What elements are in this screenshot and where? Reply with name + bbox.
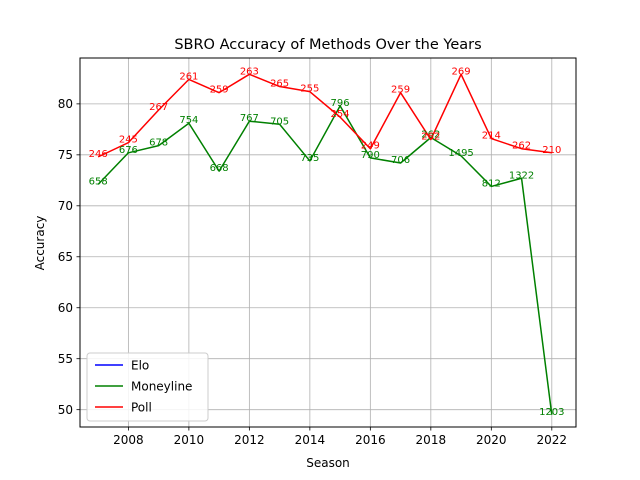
x-tick-label: 2010 [174,433,205,447]
moneyline-data-label: 706 [391,155,410,166]
moneyline-data-label: 796 [331,98,350,109]
y-tick-label: 70 [58,199,73,213]
poll-data-label: 214 [482,131,501,142]
y-tick-label: 60 [58,301,73,315]
x-tick-label: 2020 [476,433,507,447]
poll-data-label: 249 [361,141,380,152]
y-tick-label: 55 [58,352,73,366]
poll-data-label: 261 [179,71,198,82]
moneyline-data-label: 735 [300,153,319,164]
poll-data-label: 269 [452,66,471,77]
poll-data-label: 265 [270,79,289,90]
y-axis-title: Accuracy [33,216,47,271]
x-tick-label: 2014 [295,433,326,447]
moneyline-data-label: 678 [149,138,168,149]
data-labels: 658 676 678 754 668 767 705 735 796 790 706 262 1495… [89,66,565,417]
poll-data-label: 255 [300,84,319,95]
moneyline-data-label: 668 [210,163,229,174]
legend-box [86,352,209,422]
poll-data-label: 267 [149,102,168,113]
poll-data-label: 245 [119,135,138,146]
poll-data-label: 246 [89,149,108,160]
x-tick-label: 2016 [355,433,386,447]
axis-ticks: 2008 2010 2012 2014 2016 2018 2020 2022 50 55 60 65… [58,97,567,447]
poll-data-label: 259 [391,85,410,96]
x-tick-label: 2022 [537,433,568,447]
y-tick-label: 65 [58,250,73,264]
y-tick-label: 50 [58,403,73,417]
poll-data-label: 259 [210,85,229,96]
poll-data-label: 210 [542,145,561,156]
poll-data-label: 254 [331,109,350,120]
x-tick-label: 2012 [234,433,265,447]
moneyline-series-line [97,105,553,415]
moneyline-data-label: 790 [361,150,380,161]
x-tick-label: 2008 [113,433,144,447]
poll-series-line [97,73,552,158]
legend: Elo Moneyline Poll [86,352,209,422]
x-tick-label: 2018 [416,433,447,447]
x-axis-title: Season [306,456,350,470]
elo-legend-label: Elo [131,358,149,372]
plot-frame [79,57,577,428]
poll-data-label: 263 [240,66,259,77]
moneyline-data-label: 262 [421,130,440,141]
moneyline-data-label: 767 [240,113,259,124]
moneyline-data-label: 812 [482,178,501,189]
chart-title: SBRO Accuracy of Methods Over the Years [174,37,481,53]
moneyline-data-label: 1495 [448,148,473,159]
series-layer [97,73,553,415]
poll-legend-label: Poll [131,400,152,414]
y-tick-label: 80 [58,97,73,111]
poll-data-label: 262 [421,132,440,143]
y-tick-label: 75 [58,148,73,162]
moneyline-data-label: 1322 [509,170,534,181]
moneyline-data-label: 1203 [539,407,564,418]
moneyline-data-label: 676 [119,145,138,156]
moneyline-data-label: 705 [270,116,289,127]
moneyline-legend-label: Moneyline [131,379,192,393]
moneyline-data-label: 754 [179,115,198,126]
moneyline-data-label: 658 [89,176,108,187]
poll-data-label: 262 [512,141,531,152]
